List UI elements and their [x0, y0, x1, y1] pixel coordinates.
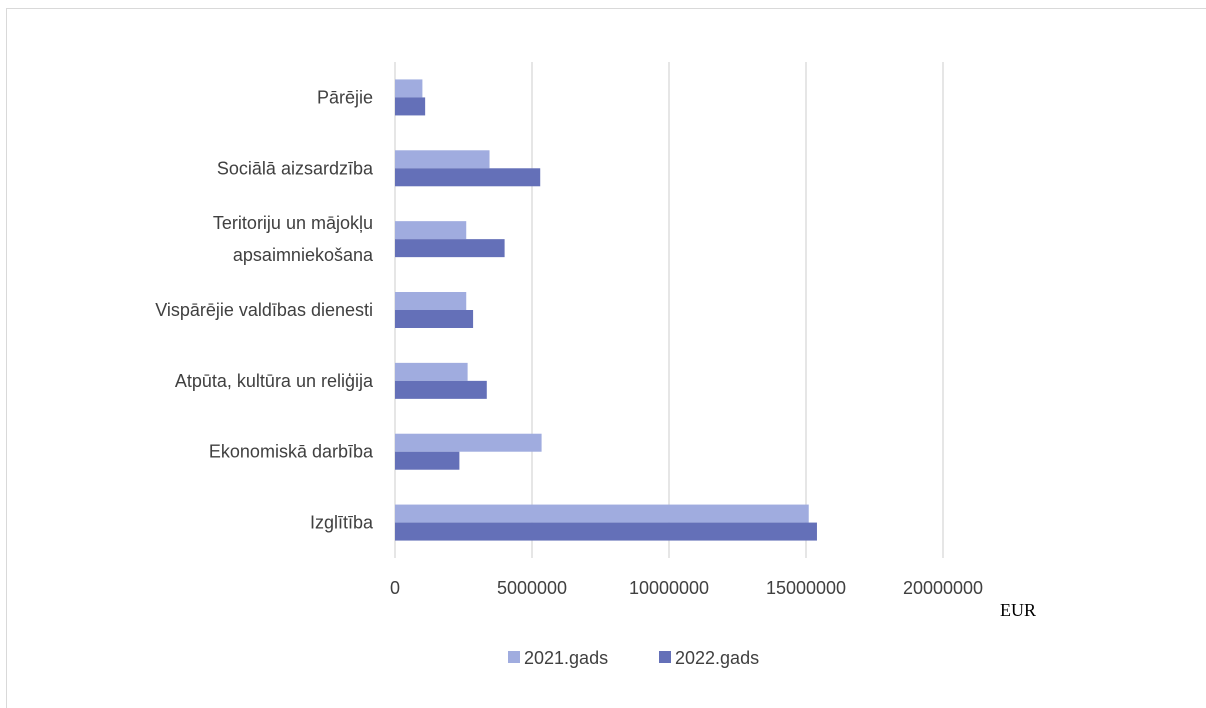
bar-2022.gads-0: [395, 97, 426, 116]
bars: [395, 79, 817, 541]
x-tick-label-2: 10000000: [629, 578, 709, 598]
bar-2021.gads-4: [395, 362, 468, 381]
x-tick-labels: 0 5000000 10000000 15000000 20000000: [390, 578, 983, 598]
category-labels: Pārējie Sociālā aizsardzība Teritoriju un …: [155, 87, 374, 532]
category-label-2-line-1: apsaimniekošana: [233, 245, 374, 265]
x-tick-label-4: 20000000: [903, 578, 983, 598]
category-label-1: Sociālā aizsardzība: [217, 158, 374, 178]
category-label-3: Vispārējie valdības dienesti: [155, 300, 373, 320]
legend: 2021.gads 2022.gads: [508, 648, 759, 668]
category-label-2-line-0: Teritoriju un mājokļu: [213, 213, 373, 233]
bar-2021.gads-5: [395, 433, 542, 452]
legend-label-1: 2022.gads: [675, 648, 759, 668]
bar-2021.gads-3: [395, 292, 467, 310]
legend-label-0: 2021.gads: [524, 648, 608, 668]
x-tick-label-1: 5000000: [497, 578, 567, 598]
bar-2021.gads-2: [395, 221, 467, 240]
x-tick-label-0: 0: [390, 578, 400, 598]
bar-2021.gads-6: [395, 504, 809, 523]
gridlines: [394, 62, 944, 558]
bar-2022.gads-2: [395, 239, 505, 258]
unit-label: EUR: [1000, 600, 1036, 620]
bar-2022.gads-4: [395, 380, 487, 399]
category-label-5: Ekonomiskā darbība: [209, 442, 374, 462]
bar-2022.gads-3: [395, 310, 474, 328]
category-label-4: Atpūta, kultūra un reliģija: [175, 371, 374, 391]
bar-2021.gads-0: [395, 79, 423, 98]
bar-2022.gads-6: [395, 522, 817, 541]
bar-2022.gads-5: [395, 451, 460, 470]
x-tick-label-3: 15000000: [766, 578, 846, 598]
chart-frame: [6, 8, 1206, 708]
legend-swatch-1: [659, 651, 671, 663]
bar-2022.gads-1: [395, 168, 541, 187]
category-label-0: Pārējie: [317, 87, 373, 107]
legend-swatch-0: [508, 651, 520, 663]
category-label-6: Izglītība: [310, 513, 374, 533]
bar-2021.gads-1: [395, 150, 490, 169]
